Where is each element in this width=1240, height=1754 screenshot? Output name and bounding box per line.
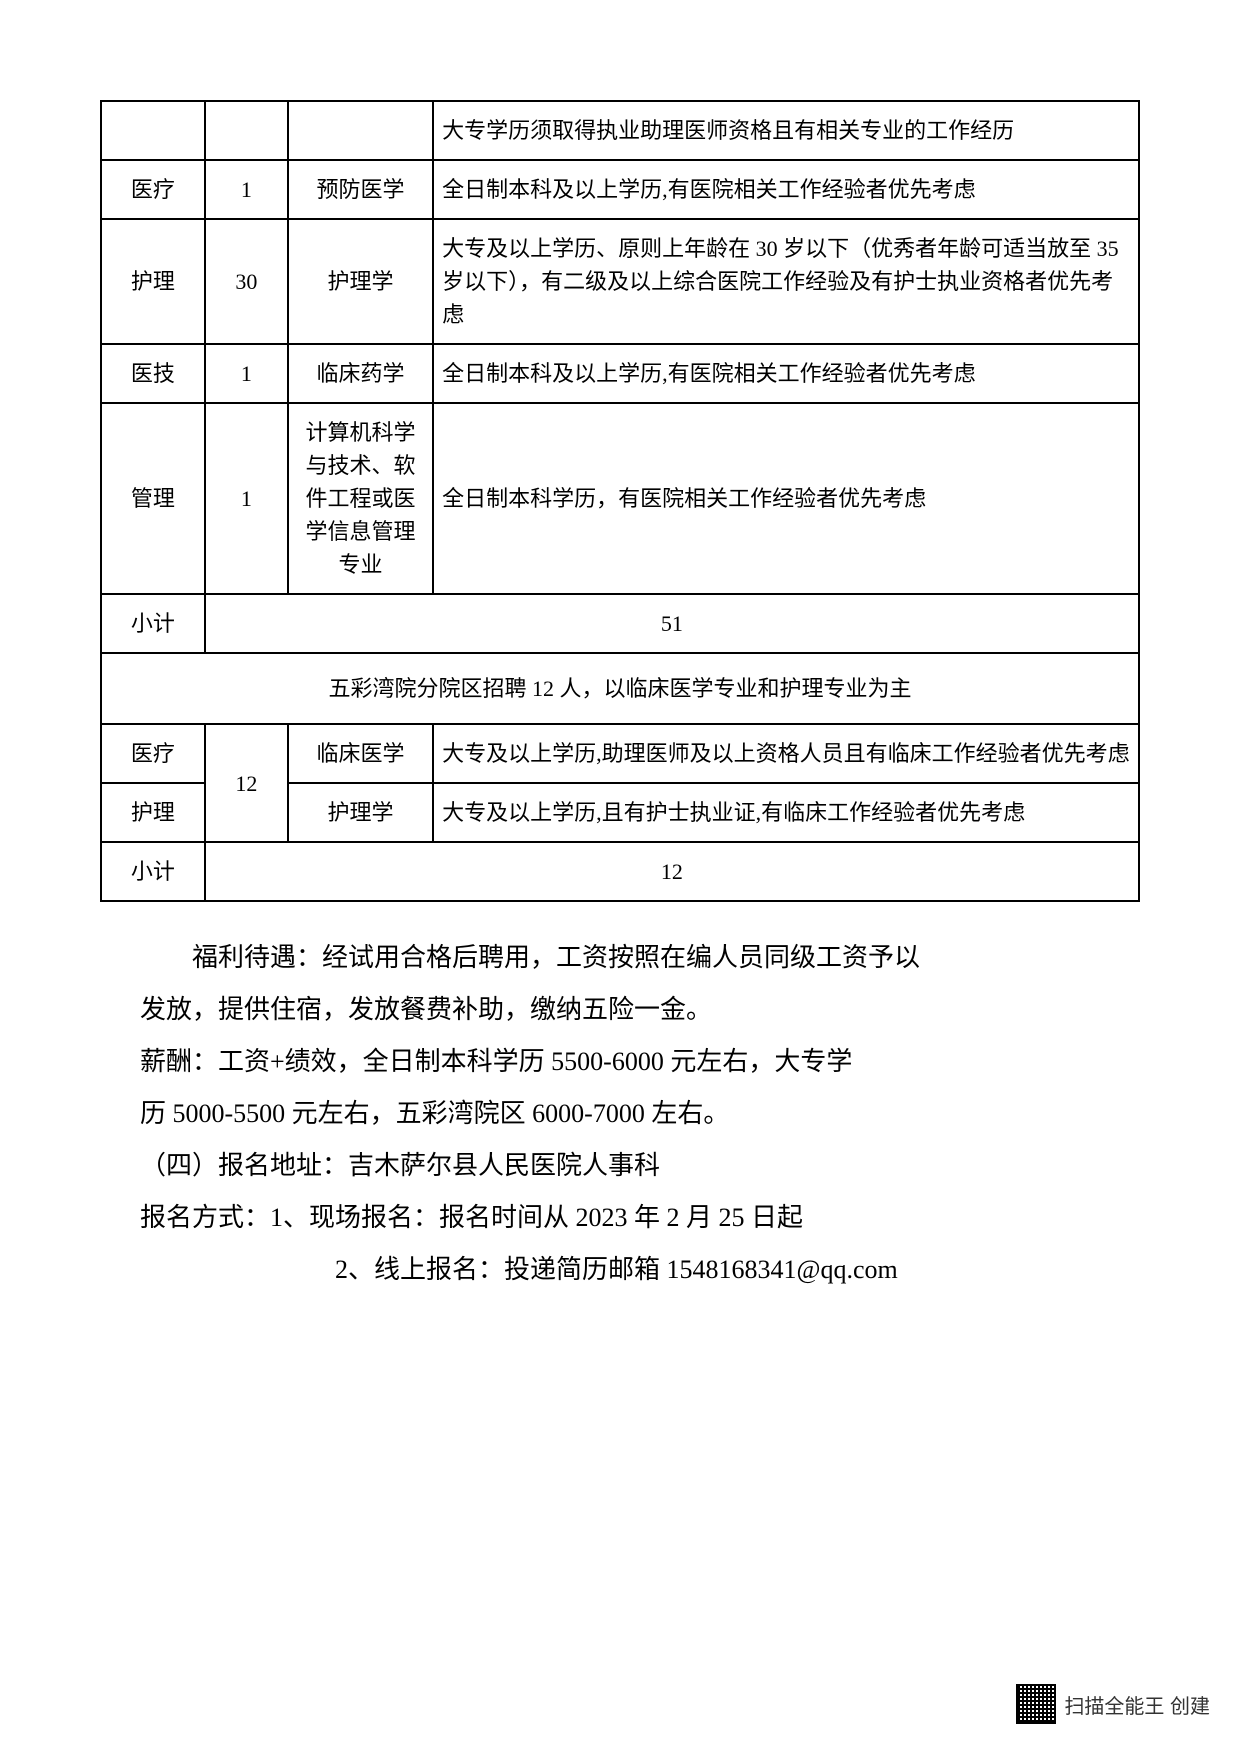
cell-category: 医疗 — [101, 724, 205, 783]
cell-count: 1 — [205, 160, 288, 219]
cell-major: 计算机科学与技术、软件工程或医学信息管理专业 — [288, 403, 433, 594]
paragraph: 历 5000-5500 元左右，五彩湾院区 6000-7000 左右。 — [140, 1088, 1140, 1140]
scanner-watermark: 扫描全能王 创建 — [1016, 1684, 1210, 1724]
paragraph: 报名方式：1、现场报名：报名时间从 2023 年 2 月 25 日起 — [140, 1192, 1140, 1244]
cell-category: 护理 — [101, 219, 205, 344]
cell-requirement: 大专及以上学历,且有护士执业证,有临床工作经验者优先考虑 — [433, 783, 1139, 842]
cell-count — [205, 101, 288, 160]
subtotal-label: 小计 — [101, 842, 205, 901]
cell-requirement: 全日制本科学历，有医院相关工作经验者优先考虑 — [433, 403, 1139, 594]
recruitment-table: 大专学历须取得执业助理医师资格且有相关专业的工作经历 医疗 1 预防医学 全日制… — [100, 100, 1140, 902]
subtotal-value: 51 — [205, 594, 1139, 653]
table-row: 护理 30 护理学 大专及以上学历、原则上年龄在 30 岁以下（优秀者年龄可适当… — [101, 219, 1139, 344]
subtotal-row: 小计 12 — [101, 842, 1139, 901]
cell-category: 医疗 — [101, 160, 205, 219]
cell-category: 管理 — [101, 403, 205, 594]
cell-major: 临床医学 — [288, 724, 433, 783]
cell-count: 1 — [205, 403, 288, 594]
cell-requirement: 大专及以上学历、原则上年龄在 30 岁以下（优秀者年龄可适当放至 35 岁以下）… — [433, 219, 1139, 344]
cell-category: 医技 — [101, 344, 205, 403]
subtotal-row: 小计 51 — [101, 594, 1139, 653]
paragraph: 薪酬：工资+绩效，全日制本科学历 5500-6000 元左右，大专学 — [140, 1036, 1140, 1088]
cell-major: 护理学 — [288, 783, 433, 842]
section-header: 五彩湾院分院区招聘 12 人，以临床医学专业和护理专业为主 — [101, 653, 1139, 724]
subtotal-value: 12 — [205, 842, 1139, 901]
cell-count: 30 — [205, 219, 288, 344]
table-row: 医技 1 临床药学 全日制本科及以上学历,有医院相关工作经验者优先考虑 — [101, 344, 1139, 403]
cell-requirement: 全日制本科及以上学历,有医院相关工作经验者优先考虑 — [433, 344, 1139, 403]
table-row: 医疗 1 预防医学 全日制本科及以上学历,有医院相关工作经验者优先考虑 — [101, 160, 1139, 219]
qr-icon — [1016, 1684, 1056, 1724]
paragraph: 2、线上报名：投递简历邮箱 1548168341@qq.com — [140, 1244, 1140, 1296]
paragraph: 发放，提供住宿，发放餐费补助，缴纳五险一金。 — [140, 984, 1140, 1036]
paragraph: 福利待遇：经试用合格后聘用，工资按照在编人员同级工资予以 — [140, 932, 1140, 984]
cell-major — [288, 101, 433, 160]
cell-major: 预防医学 — [288, 160, 433, 219]
table-row: 大专学历须取得执业助理医师资格且有相关专业的工作经历 — [101, 101, 1139, 160]
watermark-text: 扫描全能王 创建 — [1064, 1690, 1210, 1719]
cell-major: 临床药学 — [288, 344, 433, 403]
cell-requirement: 大专及以上学历,助理医师及以上资格人员且有临床工作经验者优先考虑 — [433, 724, 1139, 783]
cell-major: 护理学 — [288, 219, 433, 344]
cell-requirement: 大专学历须取得执业助理医师资格且有相关专业的工作经历 — [433, 101, 1139, 160]
section-header-row: 五彩湾院分院区招聘 12 人，以临床医学专业和护理专业为主 — [101, 653, 1139, 724]
cell-count: 1 — [205, 344, 288, 403]
subtotal-label: 小计 — [101, 594, 205, 653]
cell-category — [101, 101, 205, 160]
body-text: 福利待遇：经试用合格后聘用，工资按照在编人员同级工资予以 发放，提供住宿，发放餐… — [100, 932, 1140, 1296]
table-row: 管理 1 计算机科学与技术、软件工程或医学信息管理专业 全日制本科学历，有医院相… — [101, 403, 1139, 594]
cell-category: 护理 — [101, 783, 205, 842]
cell-count-merged: 12 — [205, 724, 288, 842]
cell-requirement: 全日制本科及以上学历,有医院相关工作经验者优先考虑 — [433, 160, 1139, 219]
paragraph: （四）报名地址：吉木萨尔县人民医院人事科 — [140, 1140, 1140, 1192]
table-row: 医疗 12 临床医学 大专及以上学历,助理医师及以上资格人员且有临床工作经验者优… — [101, 724, 1139, 783]
